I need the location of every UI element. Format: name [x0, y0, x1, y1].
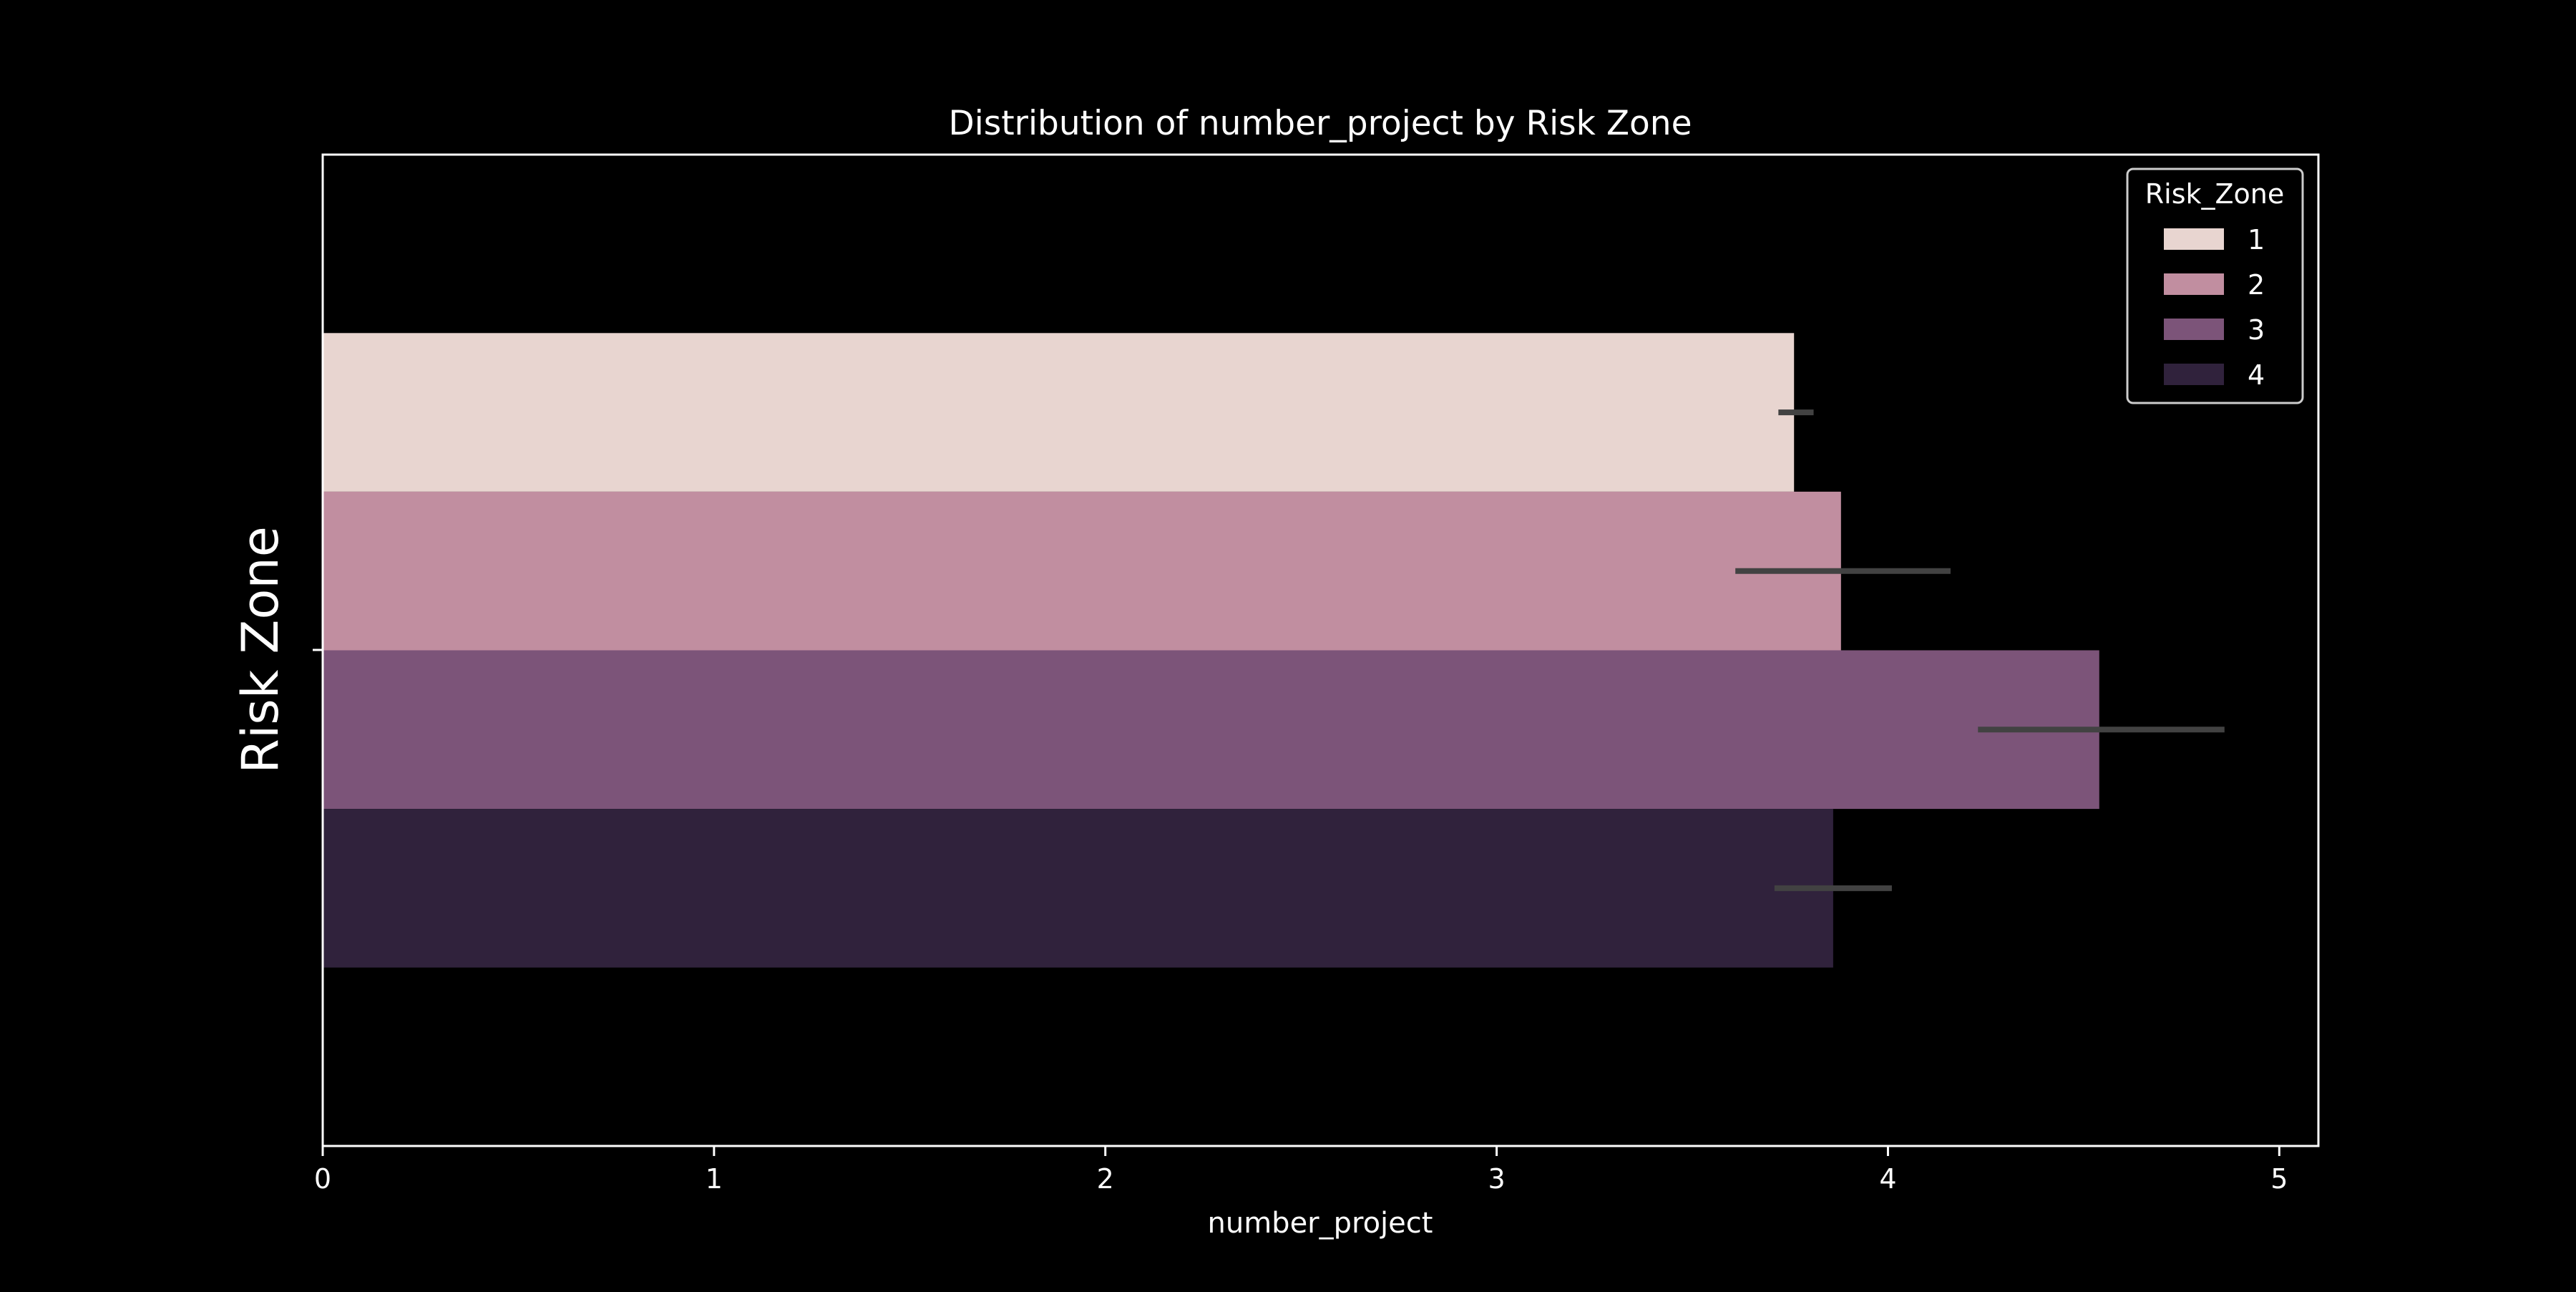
x-axis-label: number_project [1208, 1207, 1433, 1240]
y-axis-label: Risk Zone [231, 526, 290, 774]
x-tick-label: 2 [1097, 1163, 1114, 1195]
bar-risk-zone-4 [323, 809, 1833, 968]
legend-label-1: 1 [2248, 224, 2265, 256]
x-axis-ticks: 0 1 2 3 4 5 [314, 1146, 2288, 1195]
chart-title: Distribution of number_project by Risk Z… [949, 104, 1692, 143]
legend-swatch-1 [2164, 228, 2224, 250]
bar-risk-zone-1 [323, 333, 1795, 492]
legend-swatch-2 [2164, 273, 2224, 295]
bars-layer [323, 333, 2099, 968]
legend-swatch-3 [2164, 319, 2224, 340]
x-tick-label: 5 [2270, 1163, 2288, 1195]
legend-swatch-4 [2164, 364, 2224, 385]
legend-label-3: 3 [2248, 314, 2265, 346]
x-tick-label: 0 [314, 1163, 331, 1195]
x-tick-label: 1 [706, 1163, 723, 1195]
legend-title: Risk_Zone [2145, 178, 2285, 210]
x-tick-label: 4 [1879, 1163, 1896, 1195]
bar-risk-zone-3 [323, 650, 2099, 810]
bar-risk-zone-2 [323, 491, 1841, 651]
legend-label-2: 2 [2248, 269, 2265, 301]
x-tick-label: 3 [1488, 1163, 1505, 1195]
legend: Risk_Zone 1 2 3 4 [2126, 167, 2304, 404]
legend-items: 1 2 3 4 [2164, 224, 2265, 391]
legend-label-4: 4 [2248, 359, 2265, 391]
errorbars-layer [1735, 409, 2225, 891]
